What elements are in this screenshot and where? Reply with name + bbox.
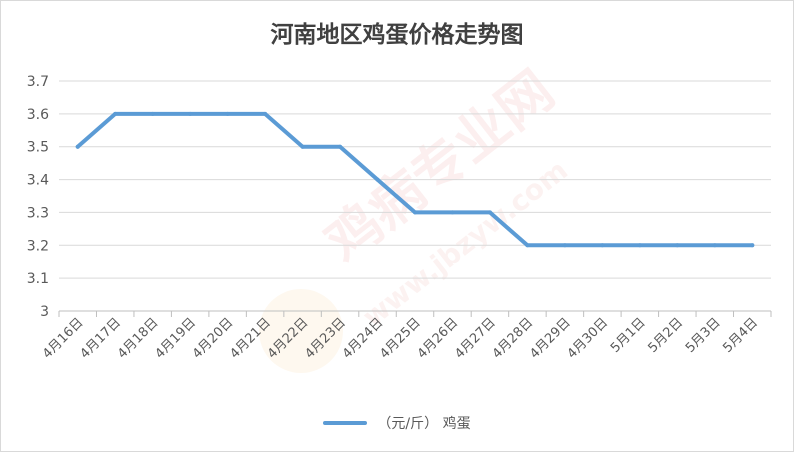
data-point — [188, 111, 193, 116]
data-point — [600, 243, 605, 248]
y-tick-label: 3.4 — [27, 173, 49, 189]
data-point — [750, 243, 755, 248]
data-point — [487, 210, 492, 215]
watermark-logo — [259, 289, 343, 373]
x-tick-label: 4月20日 — [190, 315, 237, 362]
x-tick-label: 4月17日 — [77, 315, 124, 362]
y-tick-label: 3.5 — [27, 140, 49, 156]
y-tick-label: 3 — [40, 304, 49, 320]
data-point — [562, 243, 567, 248]
data-point — [263, 111, 268, 116]
legend-swatch — [323, 421, 368, 425]
chart-title: 河南地区鸡蛋价格走势图 — [270, 22, 524, 48]
x-tick-label: 4月24日 — [340, 315, 387, 362]
x-tick-label: 4月18日 — [115, 315, 162, 362]
series-layer — [75, 111, 755, 248]
data-point — [675, 243, 680, 248]
data-point — [413, 210, 417, 215]
y-tick-label: 3.1 — [27, 271, 49, 287]
x-tick-label: 4月28日 — [490, 315, 537, 362]
y-tick-label: 3.2 — [27, 238, 49, 254]
x-tick-label: 4月27日 — [452, 315, 499, 362]
data-point — [637, 243, 642, 248]
x-tick-label: 4月19日 — [152, 315, 199, 362]
x-tick-label: 5月1日 — [608, 315, 649, 356]
data-point — [75, 144, 80, 149]
data-point — [375, 177, 380, 182]
x-tick-label: 4月29日 — [527, 315, 574, 362]
y-axis: 3 3.1 3.2 3.3 3.4 3.5 3.6 3.7 — [27, 74, 49, 320]
data-point — [338, 144, 343, 149]
legend: （元/斤） 鸡蛋 — [1, 411, 793, 435]
y-tick-label: 3.3 — [27, 205, 49, 221]
legend-label: （元/斤） 鸡蛋 — [377, 416, 471, 432]
data-point — [225, 111, 230, 116]
data-point — [525, 243, 530, 248]
y-tick-label: 3.6 — [27, 107, 49, 123]
x-axis: 4月16日4月17日4月18日4月19日4月20日4月21日4月22日4月23日… — [40, 311, 772, 362]
x-tick-label: 5月2日 — [645, 315, 686, 356]
x-tick-label: 5月4日 — [720, 315, 761, 356]
x-tick-label: 4月30日 — [565, 315, 612, 362]
data-point — [300, 144, 305, 149]
data-point — [113, 111, 118, 116]
data-point — [450, 210, 455, 215]
data-point — [150, 111, 155, 116]
data-point — [712, 243, 717, 248]
x-tick-label: 4月26日 — [415, 315, 462, 362]
x-tick-label: 5月3日 — [683, 315, 724, 356]
y-tick-label: 3.7 — [27, 74, 49, 90]
x-tick-label: 4月16日 — [40, 315, 87, 362]
